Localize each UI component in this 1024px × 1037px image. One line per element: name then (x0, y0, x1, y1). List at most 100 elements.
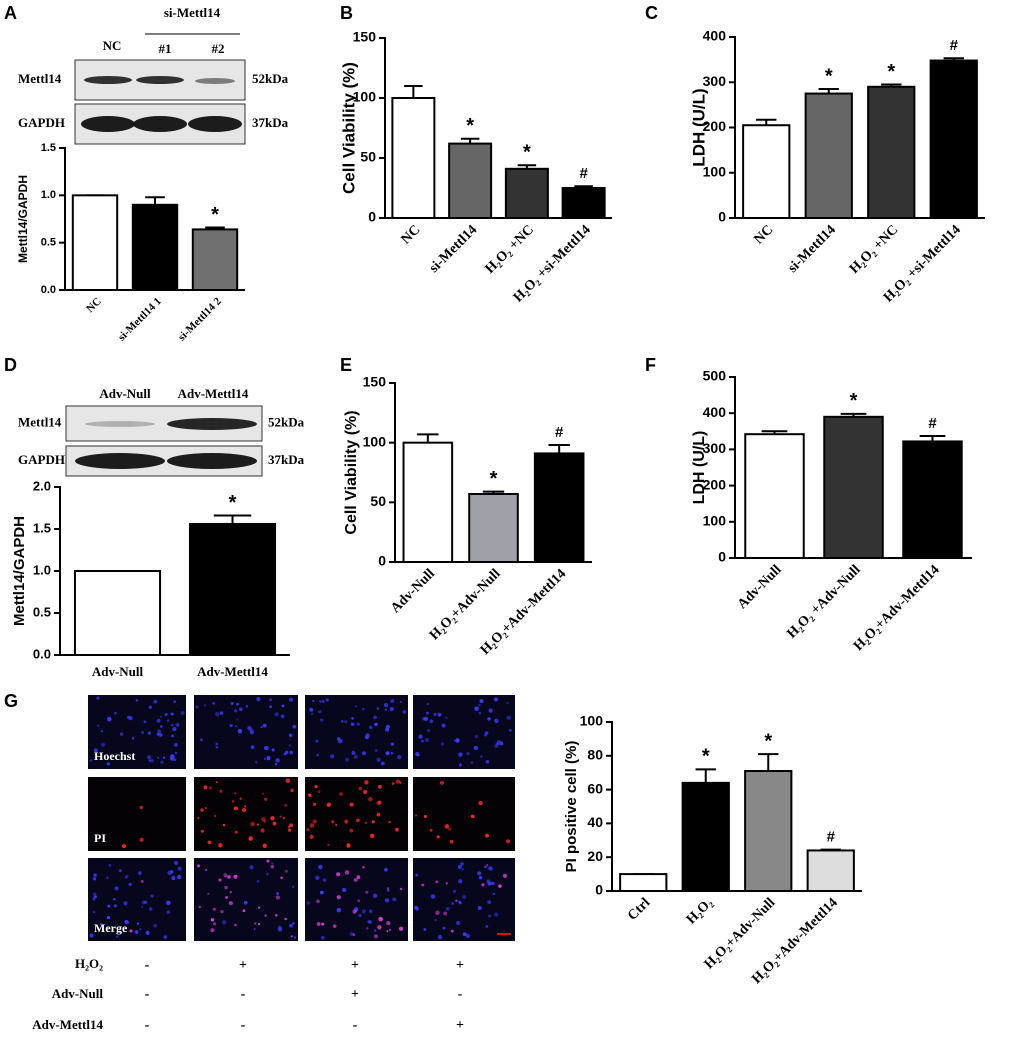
cell-dot (258, 906, 261, 909)
cell-dot (488, 914, 492, 918)
blot-lane-label: Adv-Null (99, 386, 151, 401)
cell-dot (248, 836, 253, 841)
cell-dot (399, 700, 402, 703)
cell-dot (289, 923, 293, 928)
cell-dot (391, 782, 395, 785)
cell-dot (448, 827, 452, 831)
blot-size-label: 52kDa (252, 71, 289, 86)
cell-dot (287, 828, 292, 832)
cell-dot (474, 745, 477, 749)
cell-dot (124, 920, 130, 925)
blot-group-label: si-Mettl14 (164, 5, 221, 20)
cell-dot (349, 802, 354, 807)
y-tick-label: 0 (718, 549, 726, 565)
cell-dot (292, 885, 295, 889)
cell-dot (320, 718, 324, 722)
cell-dot (279, 815, 282, 818)
cell-dot (135, 699, 138, 702)
cell-dot (197, 864, 201, 868)
blot-band (167, 418, 257, 430)
cell-dot (315, 875, 320, 881)
significance-mark: # (950, 37, 959, 54)
cell-dot (312, 819, 317, 824)
y-tick-label: 0.0 (33, 646, 51, 661)
cell-dot (341, 720, 344, 723)
cell-dot (415, 907, 419, 911)
error-bar (213, 514, 252, 524)
cell-dot (257, 922, 261, 926)
cell-dot (106, 716, 112, 722)
cell-dot (114, 886, 119, 891)
significance-mark: * (850, 390, 858, 412)
cell-dot (147, 731, 152, 735)
cell-dot (276, 892, 279, 895)
cell-dot (243, 805, 247, 808)
cell-dot (426, 702, 429, 706)
error-bar (404, 85, 423, 98)
cell-dot (373, 929, 377, 932)
cell-dot (457, 864, 462, 869)
cell-dot (374, 749, 378, 752)
cell-dot (138, 871, 142, 875)
bar (533, 452, 585, 564)
cell-dot (141, 731, 145, 735)
cell-dot (506, 839, 511, 844)
cell-dot (439, 780, 444, 785)
cell-dot (498, 884, 502, 888)
cell-dot (493, 697, 499, 702)
cell-dot (260, 726, 263, 729)
significance-mark: * (229, 492, 237, 514)
cell-dot (458, 763, 463, 767)
bar (804, 92, 853, 219)
blot-size-label: 52kDa (268, 414, 305, 429)
cell-dot (223, 873, 228, 878)
cell-dot (284, 803, 288, 807)
treatment-label: Adv-Mettl14 (32, 1017, 103, 1032)
cell-dot (285, 778, 291, 784)
x-tick-label: NC (751, 222, 776, 247)
cell-dot (215, 712, 220, 717)
cell-dot (314, 785, 318, 789)
cell-dot (269, 698, 272, 702)
cell-dot (266, 872, 269, 876)
bar (929, 59, 978, 219)
treatment-sign: - (145, 958, 150, 973)
cell-dot (364, 735, 369, 740)
cell-dot (174, 742, 178, 747)
cell-dot (487, 900, 492, 905)
cell-dot (288, 697, 293, 702)
y-tick-label: 0 (718, 209, 726, 225)
treatment-sign: - (241, 987, 246, 1002)
cell-dot (402, 710, 407, 714)
cell-dot (357, 899, 361, 903)
bar (71, 194, 119, 291)
cell-dot (321, 922, 325, 926)
y-axis-label: LDH (U/L) (689, 88, 708, 166)
micro-image (413, 858, 515, 941)
bar (806, 849, 855, 893)
error-bar (417, 433, 439, 443)
cell-dot (395, 779, 401, 784)
micro-image (305, 858, 408, 941)
cell-dot (204, 806, 207, 810)
cell-dot (308, 793, 312, 797)
cell-dot (212, 907, 216, 911)
cell-dot (388, 928, 392, 931)
cell-dot (445, 882, 448, 885)
cell-dot (319, 890, 324, 895)
cell-dot (327, 843, 330, 847)
cell-dot (385, 751, 390, 756)
cell-dot (395, 827, 399, 832)
cell-dot (491, 881, 495, 886)
micro-image (413, 777, 515, 851)
cell-dot (322, 878, 327, 882)
cell-dot (442, 926, 446, 930)
cell-dot (349, 931, 354, 936)
x-tick-label: si-Mettl14 1 (116, 295, 164, 343)
bar (131, 203, 179, 291)
cell-dot (363, 789, 368, 795)
blot-lane-label: #1 (159, 41, 172, 56)
cell-dot (458, 752, 463, 757)
cell-dot (315, 739, 319, 743)
cell-dot (170, 712, 174, 716)
